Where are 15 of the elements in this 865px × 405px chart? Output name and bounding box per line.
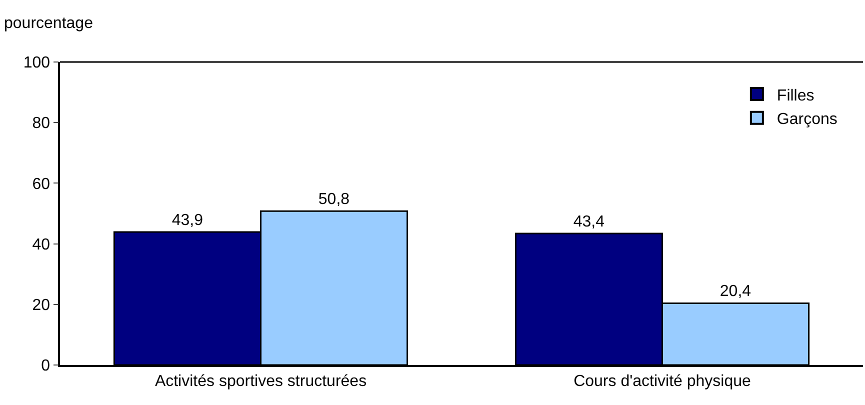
x-tick-label: Cours d'activité physique — [574, 372, 752, 390]
y-tick-label: 40 — [32, 236, 50, 254]
y-tick-label: 20 — [32, 297, 50, 314]
legend-label: Garçons — [776, 111, 838, 128]
x-tick-label: Activités sportives structurées — [154, 372, 367, 390]
data-label: 43,4 — [573, 214, 605, 230]
y-tick-label: 60 — [32, 176, 50, 193]
legend-label: Filles — [776, 87, 814, 104]
data-label: 43,9 — [172, 212, 204, 229]
data-label: 50,8 — [318, 191, 350, 208]
y-tick-label: 80 — [32, 115, 50, 132]
y-tick-label: 100 — [23, 54, 50, 72]
y-axis-title: pourcentage — [4, 15, 94, 32]
y-tick-label: 0 — [41, 358, 50, 375]
data-label: 20,4 — [720, 283, 752, 300]
